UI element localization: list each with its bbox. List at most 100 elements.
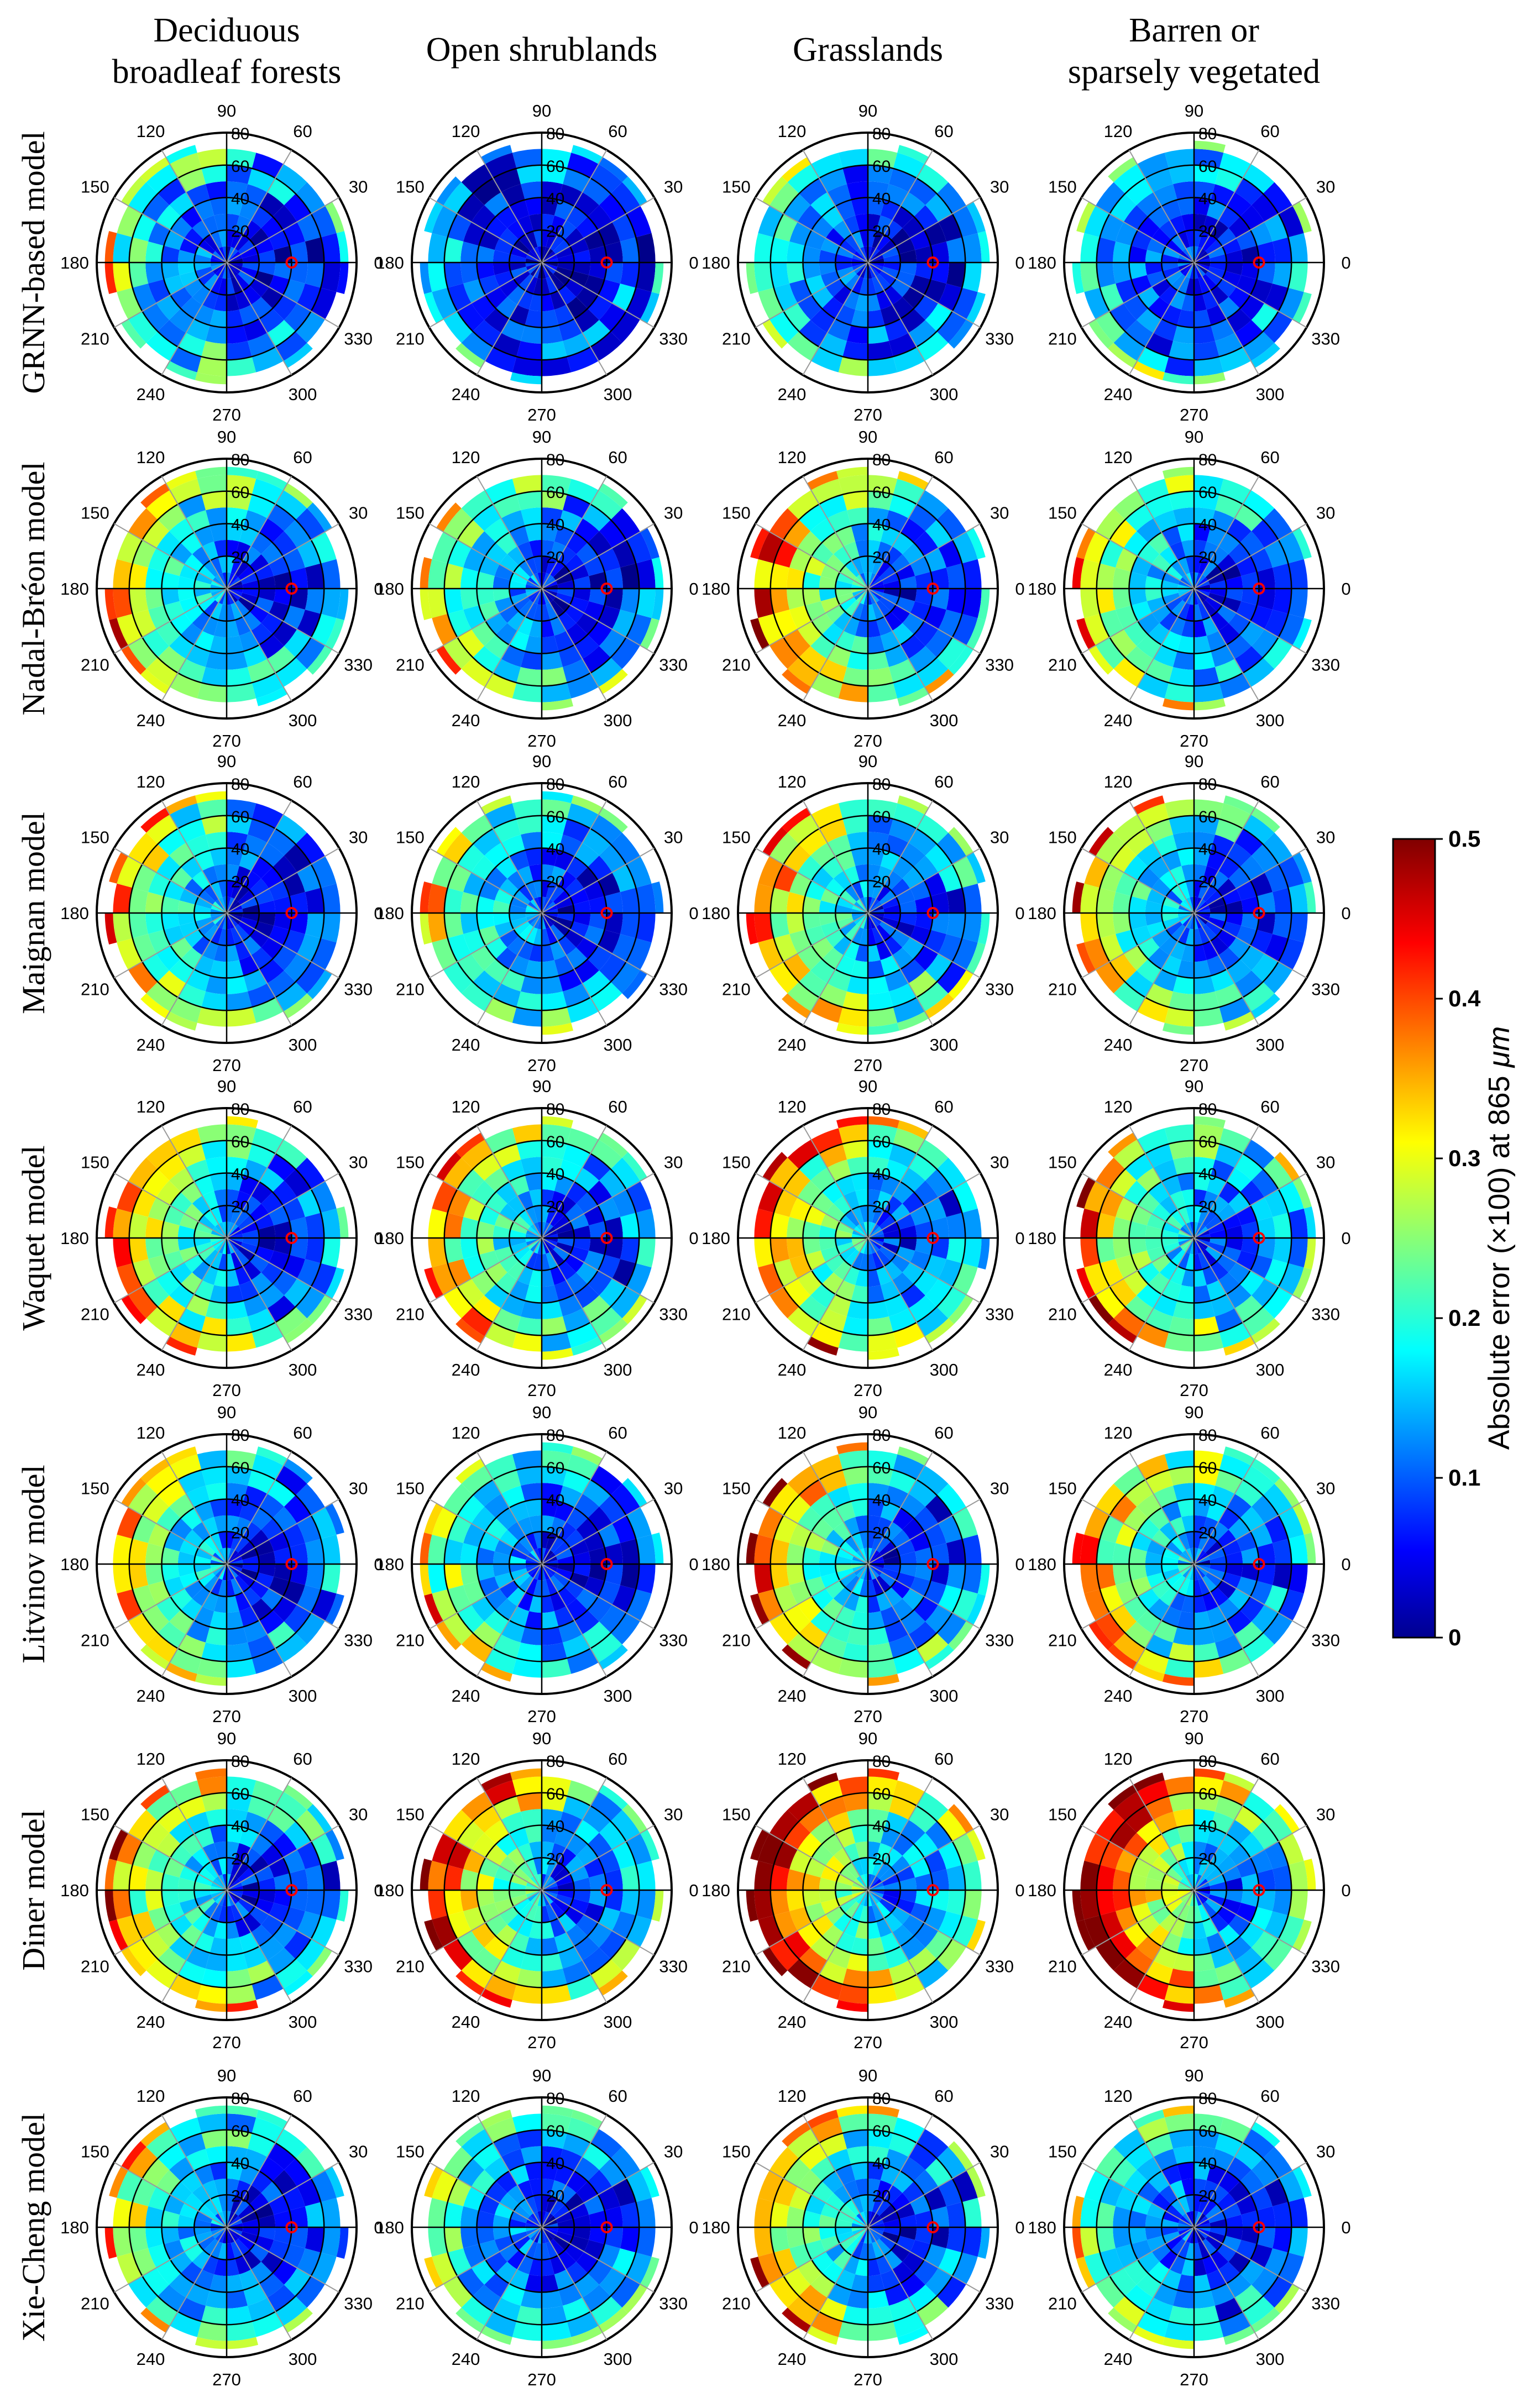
heatmap-cell	[868, 848, 885, 866]
azimuth-label: 150	[396, 828, 425, 847]
heatmap-cell	[1116, 222, 1138, 246]
heatmap-cell	[1241, 245, 1259, 263]
heatmap-cell	[769, 1613, 799, 1645]
heatmap-cell	[231, 882, 243, 899]
heatmap-cell	[516, 1968, 542, 1988]
sun-marker	[926, 583, 939, 595]
heatmap-cell	[1202, 1266, 1219, 1286]
heatmap-cell	[461, 1633, 493, 1663]
heatmap-cell	[519, 600, 534, 617]
heatmap-cell	[201, 1140, 227, 1160]
heatmap-cell	[240, 592, 258, 605]
heatmap-cell	[218, 278, 227, 295]
heatmap-cell	[443, 182, 473, 214]
heatmap-cell	[952, 938, 978, 970]
heatmap-cell	[1210, 1195, 1229, 1215]
heatmap-cell	[769, 1287, 799, 1319]
azimuth-label: 180	[60, 579, 89, 599]
row-label: Waquet model	[15, 1145, 51, 1330]
heatmap-cell	[598, 807, 628, 833]
azimuth-spoke	[541, 847, 655, 914]
heatmap-cell	[1292, 292, 1312, 324]
heatmap-cell	[1163, 246, 1180, 259]
heatmap-cell	[925, 844, 952, 873]
heatmap-cell	[295, 1483, 326, 1515]
heatmap-cell	[915, 913, 933, 930]
heatmap-cell	[275, 814, 307, 844]
heatmap-cell	[833, 936, 852, 956]
heatmap-cell	[582, 1806, 611, 1833]
heatmap-cell	[542, 263, 558, 267]
zenith-label: 20	[546, 548, 564, 566]
sun-marker	[600, 256, 613, 269]
heatmap-cell	[589, 1873, 607, 1890]
heatmap-cell	[117, 1263, 143, 1295]
heatmap-cell	[321, 1238, 341, 1268]
heatmap-cell	[194, 850, 214, 871]
heatmap-cell	[598, 1132, 628, 1158]
heatmap-cell	[1194, 1841, 1207, 1859]
heatmap-cell	[1123, 295, 1148, 320]
heatmap-cell	[843, 290, 860, 310]
heatmap-cell	[868, 1124, 898, 1144]
heatmap-cell	[273, 531, 297, 557]
heatmap-cell	[584, 1576, 605, 1597]
heatmap-cell	[1123, 531, 1148, 557]
heatmap-cell	[1171, 600, 1186, 617]
zenith-label: 60	[546, 484, 564, 502]
heatmap-cell	[210, 1825, 227, 1843]
heatmap-cell	[227, 1564, 238, 1578]
heatmap-cell	[1151, 929, 1171, 948]
heatmap-cell	[516, 667, 542, 686]
heatmap-cell	[192, 1848, 211, 1867]
heatmap-cell	[571, 1446, 603, 1466]
heatmap-cell	[184, 554, 204, 573]
heatmap-cell	[859, 230, 868, 247]
heatmap-cell	[254, 921, 274, 938]
heatmap-cell	[868, 1238, 882, 1250]
heatmap-cell	[1250, 993, 1280, 1019]
azimuth-label: 60	[934, 1423, 953, 1442]
heatmap-cell	[863, 572, 868, 589]
heatmap-cell	[254, 1898, 274, 1915]
heatmap-cell	[1164, 149, 1194, 169]
heatmap-cell	[896, 888, 915, 905]
heatmap-cell	[273, 945, 297, 970]
heatmap-cell	[461, 814, 493, 844]
heatmap-cell	[1206, 1827, 1227, 1848]
heatmap-cell	[184, 279, 204, 297]
heatmap-cell	[1108, 1644, 1138, 1670]
heatmap-cell	[165, 795, 197, 815]
heatmap-cell	[227, 848, 244, 866]
heatmap-cell	[444, 1865, 464, 1890]
heatmap-cell	[884, 969, 909, 991]
heatmap-cell	[612, 1189, 636, 1217]
heatmap-cell	[186, 1946, 210, 1969]
heatmap-cell	[1113, 1307, 1145, 1337]
heatmap-cell	[915, 571, 933, 589]
heatmap-cell	[218, 928, 227, 946]
heatmap-cell	[564, 1529, 584, 1548]
heatmap-cell	[1194, 589, 1208, 600]
heatmap-cell	[1215, 494, 1243, 518]
azimuth-label: 90	[1185, 1077, 1203, 1096]
heatmap-cell	[854, 901, 868, 913]
heatmap-cell	[569, 564, 589, 580]
heatmap-cell	[868, 1238, 884, 1242]
heatmap-cell	[1145, 1634, 1173, 1659]
heatmap-cell	[195, 1894, 213, 1907]
heatmap-cell	[803, 589, 821, 606]
heatmap-cell	[1292, 1177, 1312, 1209]
heatmap-cell	[311, 938, 337, 970]
heatmap-cell	[473, 1621, 501, 1649]
heatmap-cell	[758, 1833, 784, 1865]
heatmap-cell	[612, 1841, 636, 1869]
heatmap-cell	[170, 479, 202, 505]
heatmap-cell	[210, 1937, 227, 1955]
heatmap-cell	[1236, 925, 1257, 946]
heatmap-cell	[194, 913, 211, 922]
heatmap-cell	[855, 1189, 868, 1207]
heatmap-cell	[590, 1633, 622, 1663]
azimuth-spoke	[226, 1237, 340, 1304]
zenith-label: 40	[872, 1818, 891, 1836]
